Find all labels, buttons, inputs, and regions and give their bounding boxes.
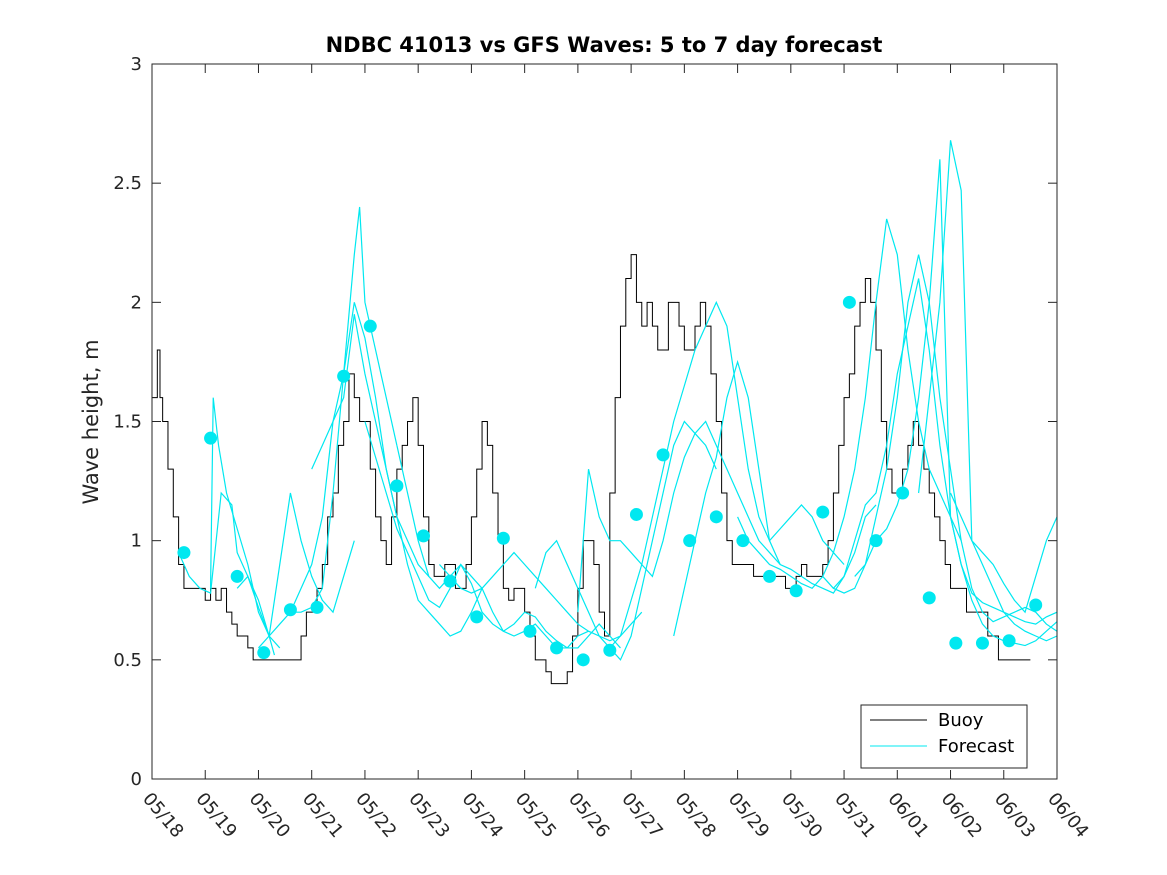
forecast-marker [789, 584, 803, 598]
forecast-marker [975, 636, 989, 650]
chart-title: NDBC 41013 vs GFS Waves: 5 to 7 day fore… [326, 33, 883, 57]
forecast-run-line [609, 300, 845, 649]
legend-box [860, 704, 1028, 769]
forecast-marker [550, 641, 564, 655]
forecast-run-line [534, 420, 717, 661]
forecast-marker [576, 653, 590, 667]
forecast-marker [230, 569, 244, 583]
legend-buoy-label: Buoy [938, 710, 984, 731]
forecast-run-line [439, 551, 643, 642]
forecast-marker [337, 369, 351, 383]
forecast-marker [310, 600, 324, 614]
forecast-marker [949, 636, 963, 650]
forecast-marker [736, 534, 750, 548]
forecast-marker [470, 610, 484, 624]
forecast-markers [177, 295, 1043, 667]
forecast-marker [869, 534, 883, 548]
forecast-series [178, 140, 1058, 661]
forecast-marker [417, 529, 430, 543]
forecast-marker [257, 646, 271, 660]
forecast-marker [763, 569, 777, 583]
forecast-run-line [178, 491, 281, 649]
y-tick-label: 2 [131, 292, 142, 313]
buoy-line [152, 254, 1031, 685]
forecast-marker [177, 546, 191, 560]
forecast-marker [683, 534, 697, 548]
forecast-run-line [949, 492, 1058, 614]
forecast-marker [603, 643, 617, 657]
y-tick-label: 0.5 [113, 650, 142, 671]
forecast-marker [842, 295, 856, 309]
forecast-marker [496, 531, 510, 545]
y-tick-label: 3 [131, 54, 142, 75]
legend: Buoy Forecast [860, 704, 1028, 769]
forecast-marker [390, 479, 404, 493]
forecast-marker [922, 591, 936, 605]
forecast-run-line [577, 420, 781, 613]
forecast-run-line [396, 445, 621, 649]
forecast-marker [204, 431, 218, 445]
forecast-run-line [822, 254, 1058, 632]
forecast-marker [283, 603, 297, 617]
forecast-marker [1029, 598, 1043, 612]
y-axis-label: Wave height, m [79, 339, 103, 504]
forecast-run-line [311, 314, 483, 637]
forecast-marker [363, 319, 377, 333]
forecast-run-line [917, 140, 1058, 642]
forecast-marker [896, 486, 910, 500]
y-tick-label: 1.5 [113, 412, 142, 433]
plot-area [152, 140, 1058, 685]
forecast-run-line [832, 278, 1058, 625]
forecast-marker [656, 448, 670, 462]
buoy-series [152, 254, 1031, 685]
y-tick-label: 1 [131, 531, 142, 552]
forecast-run-line [364, 421, 589, 649]
forecast-run-line [236, 492, 355, 637]
forecast-marker [629, 507, 643, 521]
y-axis: 0 0.5 1 1.5 2 2.5 3 [113, 54, 1057, 790]
forecast-marker [709, 510, 723, 524]
forecast-marker [443, 574, 457, 588]
y-tick-label: 2.5 [113, 173, 142, 194]
y-tick-label: 0 [131, 769, 142, 790]
forecast-marker [1002, 634, 1016, 648]
forecast-run-line [854, 159, 1058, 647]
forecast-marker [816, 505, 830, 519]
forecast-marker [523, 624, 537, 638]
legend-forecast-label: Forecast [938, 736, 1014, 757]
